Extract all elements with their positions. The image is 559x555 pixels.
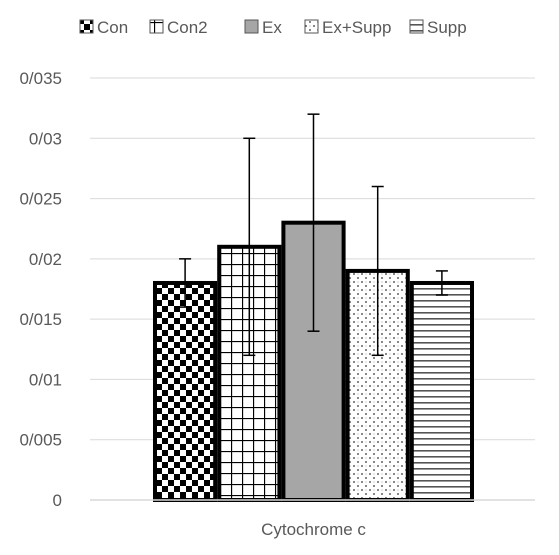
- error-bar: [243, 137, 256, 357]
- error-bar: [435, 270, 448, 296]
- legend-swatch: [244, 19, 259, 34]
- error-bar: [179, 258, 192, 308]
- y-tick-label: 0/01: [29, 370, 62, 389]
- error-bar: [371, 185, 384, 357]
- x-axis: Cytochrome c: [90, 499, 535, 539]
- y-tick-label: 0: [53, 491, 62, 510]
- legend-label: Ex: [262, 18, 282, 37]
- error-bar: [307, 113, 320, 332]
- bar-con: [153, 280, 218, 502]
- y-tick-label: 0/025: [19, 190, 62, 209]
- legend-swatch: [304, 19, 319, 34]
- y-tick-label: 0/035: [19, 69, 62, 88]
- legend-item: Supp: [409, 18, 467, 37]
- legend-item: Con2: [149, 18, 208, 37]
- y-tick-label: 0/015: [19, 310, 62, 329]
- legend-swatch: [409, 19, 424, 34]
- legend-label: Supp: [427, 18, 467, 37]
- y-tick-label: 0/005: [19, 431, 62, 450]
- legend-label: Ex+Supp: [322, 18, 391, 37]
- x-category-label: Cytochrome c: [261, 520, 366, 539]
- bar-supp: [409, 280, 474, 502]
- error-bars: [179, 113, 448, 357]
- y-tick-label: 0/02: [29, 250, 62, 269]
- legend-label: Con2: [167, 18, 208, 37]
- legend-item: Ex: [244, 18, 282, 37]
- legend-item: Con: [79, 18, 128, 37]
- legend-swatch: [149, 19, 164, 34]
- legend: Con Con2 Ex Ex+Supp Supp: [79, 18, 467, 37]
- y-tick-label: 0/03: [29, 129, 62, 148]
- y-axis-tick-labels: 0 0/005 0/01 0/015 0/02 0/025 0/03 0/035: [19, 69, 62, 510]
- legend-label: Con: [97, 18, 128, 37]
- legend-swatch: [79, 19, 94, 34]
- legend-item: Ex+Supp: [304, 18, 391, 37]
